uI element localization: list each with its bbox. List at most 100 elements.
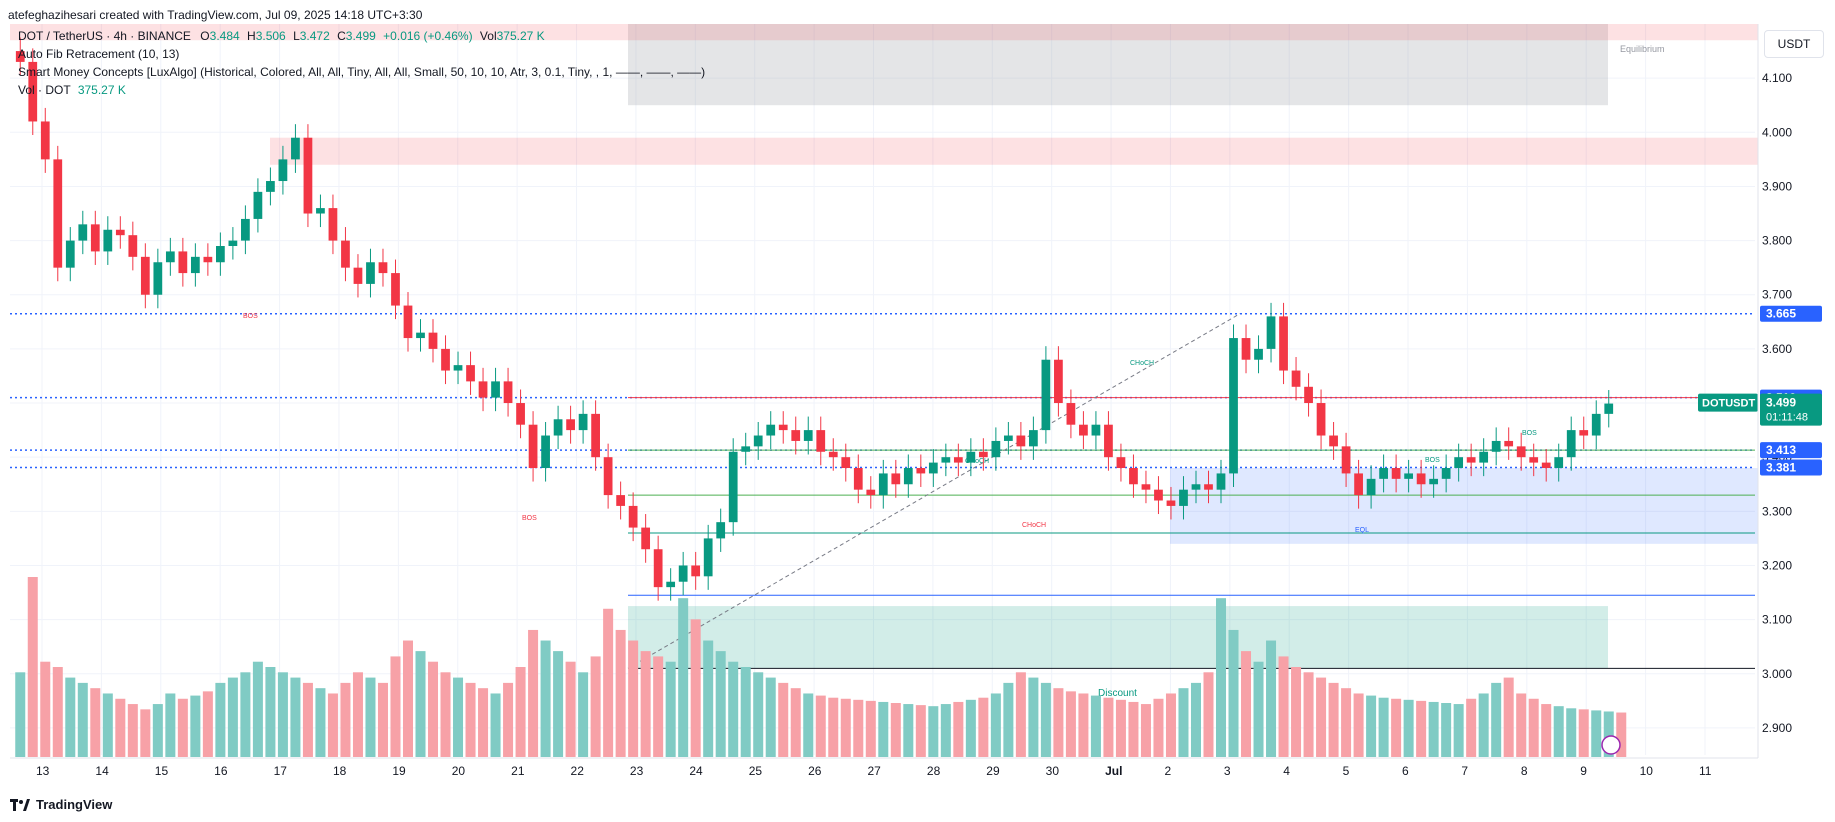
candle[interactable]	[703, 538, 713, 577]
candle[interactable]	[1279, 316, 1288, 371]
candle[interactable]	[90, 224, 100, 252]
candle[interactable]	[803, 430, 813, 441]
candle[interactable]	[291, 137, 300, 160]
candle[interactable]	[853, 468, 863, 490]
candle[interactable]	[28, 61, 38, 122]
candle[interactable]	[1579, 430, 1589, 436]
candle[interactable]	[603, 457, 613, 496]
candle[interactable]	[341, 240, 350, 268]
candle[interactable]	[666, 581, 676, 588]
candle[interactable]	[1491, 440, 1501, 452]
candle[interactable]	[541, 435, 550, 469]
candle[interactable]	[1304, 386, 1313, 404]
candle[interactable]	[866, 489, 876, 496]
candle[interactable]	[1541, 462, 1551, 469]
candle[interactable]	[1204, 484, 1213, 490]
candle[interactable]	[1179, 489, 1188, 506]
candle[interactable]	[1479, 451, 1489, 463]
candle[interactable]	[216, 246, 225, 263]
candle[interactable]	[1341, 446, 1351, 474]
candle[interactable]	[103, 229, 113, 252]
candle[interactable]	[1366, 478, 1376, 496]
candle[interactable]	[178, 251, 188, 274]
candle[interactable]	[1241, 338, 1251, 360]
candle[interactable]	[791, 430, 801, 441]
candle[interactable]	[366, 262, 375, 284]
candle[interactable]	[1416, 473, 1426, 485]
candle[interactable]	[478, 381, 488, 398]
candle[interactable]	[628, 505, 638, 528]
candle[interactable]	[966, 451, 976, 463]
candle[interactable]	[828, 451, 838, 458]
candle[interactable]	[328, 208, 338, 241]
candle[interactable]	[1529, 457, 1539, 463]
candle[interactable]	[316, 208, 325, 214]
candle[interactable]	[1291, 370, 1301, 387]
candle[interactable]	[516, 403, 525, 425]
candle[interactable]	[891, 473, 901, 485]
candle[interactable]	[1316, 403, 1326, 436]
candle[interactable]	[1129, 468, 1138, 485]
symbol-name[interactable]: DOT / TetherUS · 4h · BINANCE	[18, 29, 191, 43]
candle[interactable]	[616, 495, 626, 506]
candle[interactable]	[378, 262, 388, 274]
candle[interactable]	[1266, 316, 1276, 349]
candle[interactable]	[741, 446, 751, 452]
indicator-fib-legend[interactable]: Auto Fib Retracement (10, 13)	[18, 47, 180, 61]
candle[interactable]	[1254, 348, 1263, 360]
candle[interactable]	[1154, 489, 1163, 501]
candle[interactable]	[441, 348, 450, 371]
candle[interactable]	[1329, 435, 1338, 447]
candle[interactable]	[941, 457, 951, 463]
candle[interactable]	[691, 565, 701, 577]
candle[interactable]	[15, 51, 25, 62]
candle[interactable]	[1166, 500, 1176, 506]
candle[interactable]	[766, 424, 776, 436]
candle[interactable]	[978, 451, 988, 458]
candle[interactable]	[841, 457, 851, 469]
candle[interactable]	[1354, 473, 1363, 496]
candle[interactable]	[453, 365, 463, 371]
candle[interactable]	[1091, 424, 1101, 436]
candle[interactable]	[1016, 435, 1026, 447]
lightning-icon[interactable]	[1601, 735, 1621, 755]
candle[interactable]	[115, 229, 125, 236]
candle[interactable]	[1454, 457, 1464, 469]
candle[interactable]	[753, 435, 763, 447]
candle[interactable]	[1141, 484, 1151, 490]
candle[interactable]	[528, 424, 538, 469]
candle[interactable]	[1003, 435, 1013, 441]
candle[interactable]	[40, 121, 50, 160]
candle[interactable]	[53, 159, 63, 268]
candle[interactable]	[1229, 338, 1238, 474]
candle[interactable]	[1554, 457, 1564, 469]
candle[interactable]	[78, 224, 88, 241]
candle[interactable]	[190, 256, 200, 274]
candle[interactable]	[1191, 484, 1201, 490]
indicator-volume-legend[interactable]: Vol · DOT 375.27 K	[18, 83, 126, 97]
candle[interactable]	[140, 256, 150, 295]
candle[interactable]	[391, 273, 400, 306]
candle[interactable]	[228, 240, 238, 247]
candle[interactable]	[1216, 473, 1226, 490]
candle[interactable]	[1104, 424, 1113, 458]
candle[interactable]	[816, 430, 826, 452]
candle[interactable]	[1441, 468, 1451, 479]
candle[interactable]	[1404, 473, 1413, 479]
candle[interactable]	[428, 332, 438, 349]
candle[interactable]	[553, 419, 563, 436]
candle[interactable]	[716, 522, 726, 539]
candle[interactable]	[1066, 403, 1076, 425]
candle[interactable]	[503, 381, 513, 404]
candle[interactable]	[1379, 468, 1388, 479]
candle[interactable]	[128, 235, 138, 257]
symbol-legend[interactable]: DOT / TetherUS · 4h · BINANCE O3.484 H3.…	[18, 29, 545, 43]
candle[interactable]	[916, 468, 926, 474]
candle[interactable]	[1504, 440, 1514, 447]
candle[interactable]	[928, 462, 938, 474]
candle[interactable]	[566, 419, 575, 431]
candle[interactable]	[591, 413, 600, 458]
indicator-smc-legend[interactable]: Smart Money Concepts [LuxAlgo] (Historic…	[18, 65, 706, 79]
candle[interactable]	[165, 251, 175, 263]
